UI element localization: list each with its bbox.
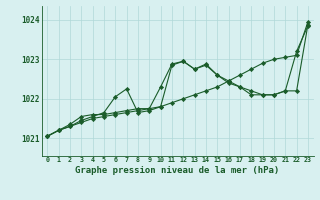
X-axis label: Graphe pression niveau de la mer (hPa): Graphe pression niveau de la mer (hPa) (76, 166, 280, 175)
